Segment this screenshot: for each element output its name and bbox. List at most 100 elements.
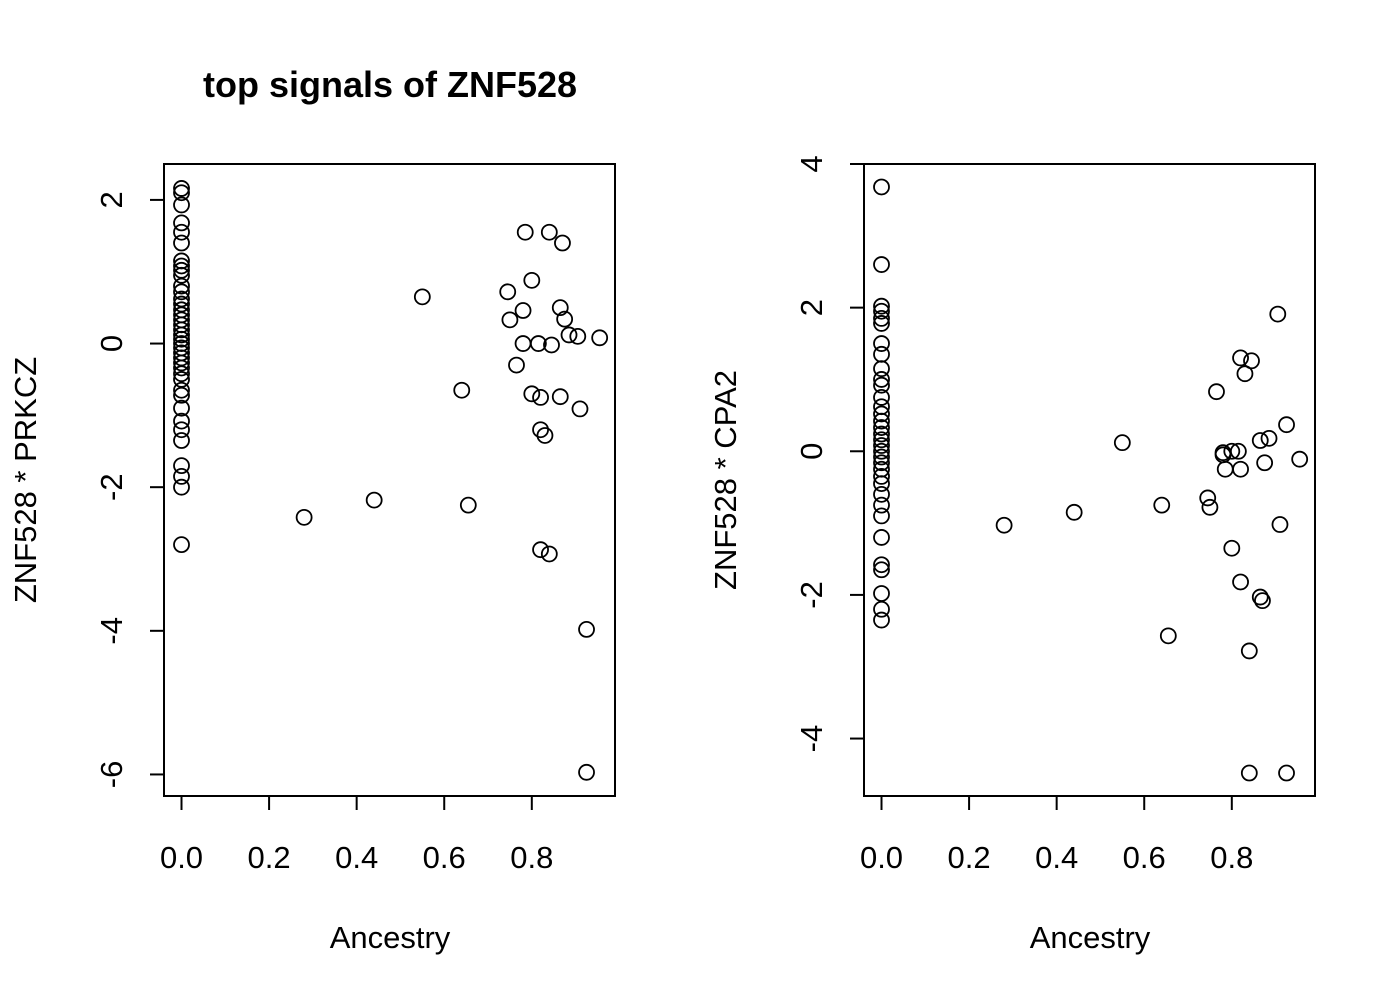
right-data-point [873,475,890,492]
left-plot-frame [163,163,616,797]
right-data-point [873,437,890,454]
left-data-point [173,468,190,485]
left-data-point [551,388,569,406]
left-data-point [523,271,541,289]
right-data-point [1232,349,1249,367]
right-data-point [1278,764,1295,782]
left-data-point [173,326,190,344]
right-data-point [873,448,890,466]
right-data-point [1236,365,1254,383]
right-points [873,178,1309,782]
left-y-tick-label: 2 [94,191,129,208]
left-data-point [173,223,190,241]
left-data-point [173,381,190,399]
right-data-point [873,315,890,332]
right-y-axis-label: ZNF528 * CPA2 [708,370,743,590]
left-data-point [173,412,190,430]
left-data-point [173,478,190,496]
right-data-point [1256,454,1274,472]
left-x-axis: 0.0 0.2 0.4 0.6 0.8 [160,795,553,875]
left-data-point [514,302,532,319]
left-y-axis-label: ZNF528 * PRKCZ [8,357,43,603]
left-data-point [173,421,190,439]
left-data-point [569,327,587,345]
right-data-point [873,345,890,363]
right-data-point [1229,442,1247,460]
right-data-point [873,600,890,618]
right-data-point [873,256,890,273]
left-data-point [173,354,190,372]
right-data-point [873,371,890,388]
right-data-point [1278,416,1295,434]
right-data-point [873,507,890,525]
left-data-point [459,496,477,514]
left-data-point [173,399,190,417]
left-x-tick-label: 0.8 [510,840,553,875]
left-data-point [591,329,609,347]
right-data-point [873,412,890,430]
left-data-point [540,545,558,563]
left-data-point [551,299,569,317]
left-scatter-panel: 0.0 0.2 0.4 0.6 0.8 -6 -4 -2 0 2 Ancestry ZNF528… [8,163,616,955]
right-data-point [873,454,890,472]
right-data-point [873,529,890,546]
left-data-point [365,491,383,509]
right-data-point [873,178,890,196]
left-data-point [501,311,519,329]
right-data-point [873,442,890,460]
right-data-point [1232,573,1249,591]
right-data-point [873,611,890,629]
left-data-point [173,536,190,554]
right-data-point [1216,460,1234,478]
left-data-point [578,763,595,781]
left-data-point [173,234,190,252]
left-x-axis-label: Ancestry [330,920,451,955]
left-data-point [173,365,190,383]
right-data-point [1199,489,1217,507]
right-y-tick-label: -2 [794,581,829,609]
right-data-point [1223,442,1241,460]
left-data-point [173,184,190,202]
right-data-point [873,468,890,485]
right-data-point [1232,460,1249,478]
right-x-tick-label: 0.6 [1123,840,1166,875]
right-data-point [1223,539,1241,557]
right-data-point [873,405,890,423]
left-data-point [516,223,534,241]
right-data-point [873,556,890,574]
right-data-point [1208,383,1225,401]
right-data-point [1251,588,1269,606]
left-data-point [173,180,190,197]
left-data-point [508,356,525,374]
right-data-point [1240,642,1258,660]
left-data-point [173,321,190,339]
right-data-point [873,302,890,320]
left-data-point [571,400,589,418]
right-data-point [873,425,890,443]
left-data-point [173,432,190,449]
right-x-tick-label: 0.4 [1035,840,1078,875]
left-data-point [556,310,574,328]
left-data-point [173,283,190,301]
right-data-point [873,561,890,579]
left-data-point [536,427,554,444]
right-y-tick-label: -4 [794,725,829,753]
right-x-tick-label: 0.2 [948,840,991,875]
right-data-point [1153,496,1171,514]
left-data-point [173,214,190,232]
right-data-point [1260,429,1278,447]
right-data-point [873,419,890,436]
right-plot-frame [863,163,1316,797]
left-data-point [523,385,541,403]
right-data-point [873,376,890,394]
left-data-point [173,359,190,377]
right-scatter-panel: 0.0 0.2 0.4 0.6 0.8 -4 -2 0 2 4 Ancestry ZNF528 … [708,155,1316,955]
right-data-point [873,360,890,378]
left-data-point [532,421,549,439]
right-y-tick-label: 2 [794,299,829,316]
right-data-point [1240,764,1258,782]
left-data-point [173,196,190,214]
right-data-point [1251,432,1269,449]
left-data-point [173,457,190,475]
